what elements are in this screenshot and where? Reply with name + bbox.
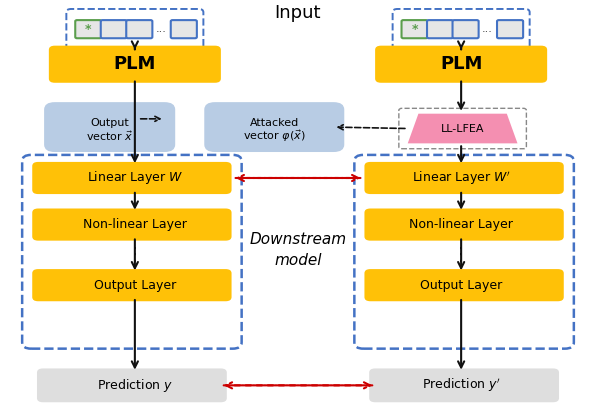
FancyBboxPatch shape — [32, 208, 232, 240]
Text: Non-linear Layer: Non-linear Layer — [409, 218, 513, 231]
FancyBboxPatch shape — [170, 20, 197, 38]
Text: Output Layer: Output Layer — [420, 279, 502, 292]
FancyBboxPatch shape — [369, 369, 559, 402]
FancyBboxPatch shape — [101, 20, 127, 38]
Text: Output Layer: Output Layer — [94, 279, 176, 292]
Text: PLM: PLM — [440, 55, 482, 73]
Text: Input: Input — [275, 4, 321, 22]
FancyBboxPatch shape — [364, 269, 564, 301]
Text: LL-LFEA: LL-LFEA — [441, 124, 485, 134]
Text: ⋮: ⋮ — [452, 246, 470, 264]
FancyBboxPatch shape — [204, 102, 344, 152]
FancyBboxPatch shape — [364, 208, 564, 240]
Text: ...: ... — [156, 24, 167, 34]
FancyBboxPatch shape — [49, 46, 221, 83]
Text: vector $\vec{x}$: vector $\vec{x}$ — [86, 129, 134, 143]
FancyBboxPatch shape — [402, 20, 427, 38]
FancyBboxPatch shape — [32, 269, 232, 301]
Text: Non-linear Layer: Non-linear Layer — [83, 218, 187, 231]
FancyBboxPatch shape — [497, 20, 523, 38]
FancyBboxPatch shape — [66, 9, 203, 50]
Text: Linear Layer $W'$: Linear Layer $W'$ — [412, 169, 511, 187]
Text: ⋮: ⋮ — [126, 246, 144, 264]
FancyBboxPatch shape — [364, 162, 564, 194]
FancyBboxPatch shape — [375, 46, 547, 83]
FancyBboxPatch shape — [393, 9, 530, 50]
FancyBboxPatch shape — [452, 20, 479, 38]
Text: Prediction $y'$: Prediction $y'$ — [422, 376, 501, 394]
Text: Attacked: Attacked — [250, 118, 299, 128]
Text: Linear Layer $W$: Linear Layer $W$ — [86, 169, 183, 186]
FancyBboxPatch shape — [44, 102, 175, 152]
FancyBboxPatch shape — [427, 20, 453, 38]
Text: vector $\varphi(\vec{x})$: vector $\varphi(\vec{x})$ — [243, 128, 306, 144]
Text: PLM: PLM — [114, 55, 156, 73]
Text: *: * — [411, 23, 418, 36]
Text: Downstream
model: Downstream model — [250, 232, 346, 268]
FancyBboxPatch shape — [37, 369, 227, 402]
Polygon shape — [408, 114, 517, 144]
FancyBboxPatch shape — [32, 162, 232, 194]
Text: *: * — [85, 23, 92, 36]
Text: ...: ... — [482, 24, 493, 34]
Text: Prediction $y$: Prediction $y$ — [97, 377, 173, 394]
FancyBboxPatch shape — [75, 20, 101, 38]
Text: Output: Output — [90, 118, 129, 128]
FancyBboxPatch shape — [126, 20, 153, 38]
